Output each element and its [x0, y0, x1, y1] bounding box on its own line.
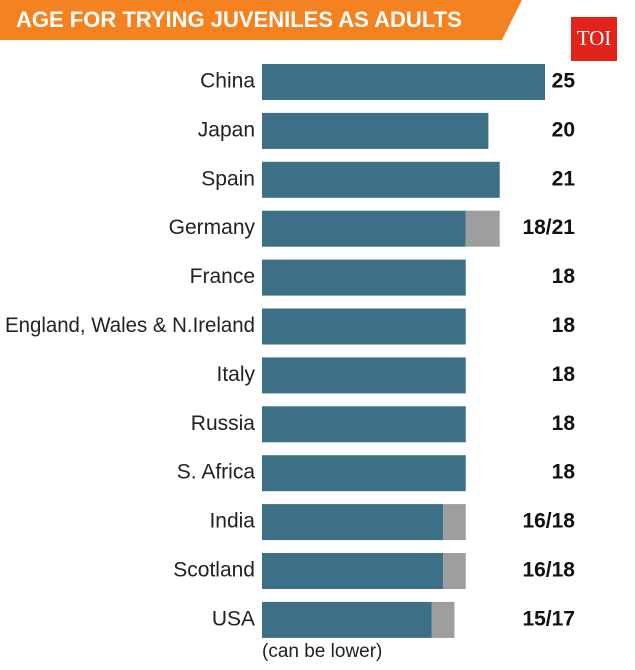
- value-label: 16/18: [522, 559, 575, 582]
- value-label: 25: [552, 70, 576, 93]
- bar: [262, 64, 545, 100]
- value-label: 15/17: [522, 607, 575, 630]
- category-label: Germany: [169, 216, 256, 239]
- category-label: India: [209, 510, 255, 533]
- value-label: 18: [552, 265, 576, 288]
- value-label: 21: [552, 167, 576, 190]
- category-label: England, Wales & N.Ireland: [5, 314, 255, 337]
- bar: [443, 553, 466, 589]
- category-label: S. Africa: [177, 461, 256, 484]
- logo-box: [571, 17, 617, 61]
- bar: [262, 308, 466, 345]
- bar: [431, 601, 455, 638]
- value-label: 20: [552, 118, 575, 141]
- value-label: 18: [552, 314, 576, 337]
- bar: [262, 455, 466, 492]
- category-label: USA: [212, 607, 255, 630]
- value-label: 18: [552, 412, 576, 435]
- bar: [262, 357, 466, 394]
- bar: [262, 161, 500, 198]
- category-label: Italy: [216, 363, 255, 386]
- title-banner: [0, 0, 522, 40]
- category-label: Scotland: [173, 559, 255, 582]
- logo: TOI: [577, 26, 612, 50]
- category-label: France: [190, 265, 255, 288]
- value-label: 16/18: [522, 510, 575, 533]
- value-label: 18: [552, 363, 576, 386]
- bar: [262, 504, 444, 541]
- bar: [262, 406, 466, 443]
- bar: [262, 601, 432, 638]
- category-label: China: [200, 70, 255, 93]
- bar: [262, 112, 489, 149]
- bar: [262, 259, 466, 296]
- chart-title: AGE FOR TRYING JUVENILES AS ADULTS: [16, 7, 462, 32]
- bar: [443, 504, 466, 541]
- category-label: Spain: [201, 167, 255, 190]
- category-label: Russia: [191, 412, 256, 435]
- value-label: 18/21: [522, 216, 575, 239]
- bar: [262, 553, 444, 589]
- bar: [262, 210, 466, 247]
- bar: [465, 210, 500, 247]
- category-label: Japan: [198, 118, 255, 141]
- annotation: (can be lower): [262, 641, 382, 662]
- value-label: 18: [552, 461, 576, 484]
